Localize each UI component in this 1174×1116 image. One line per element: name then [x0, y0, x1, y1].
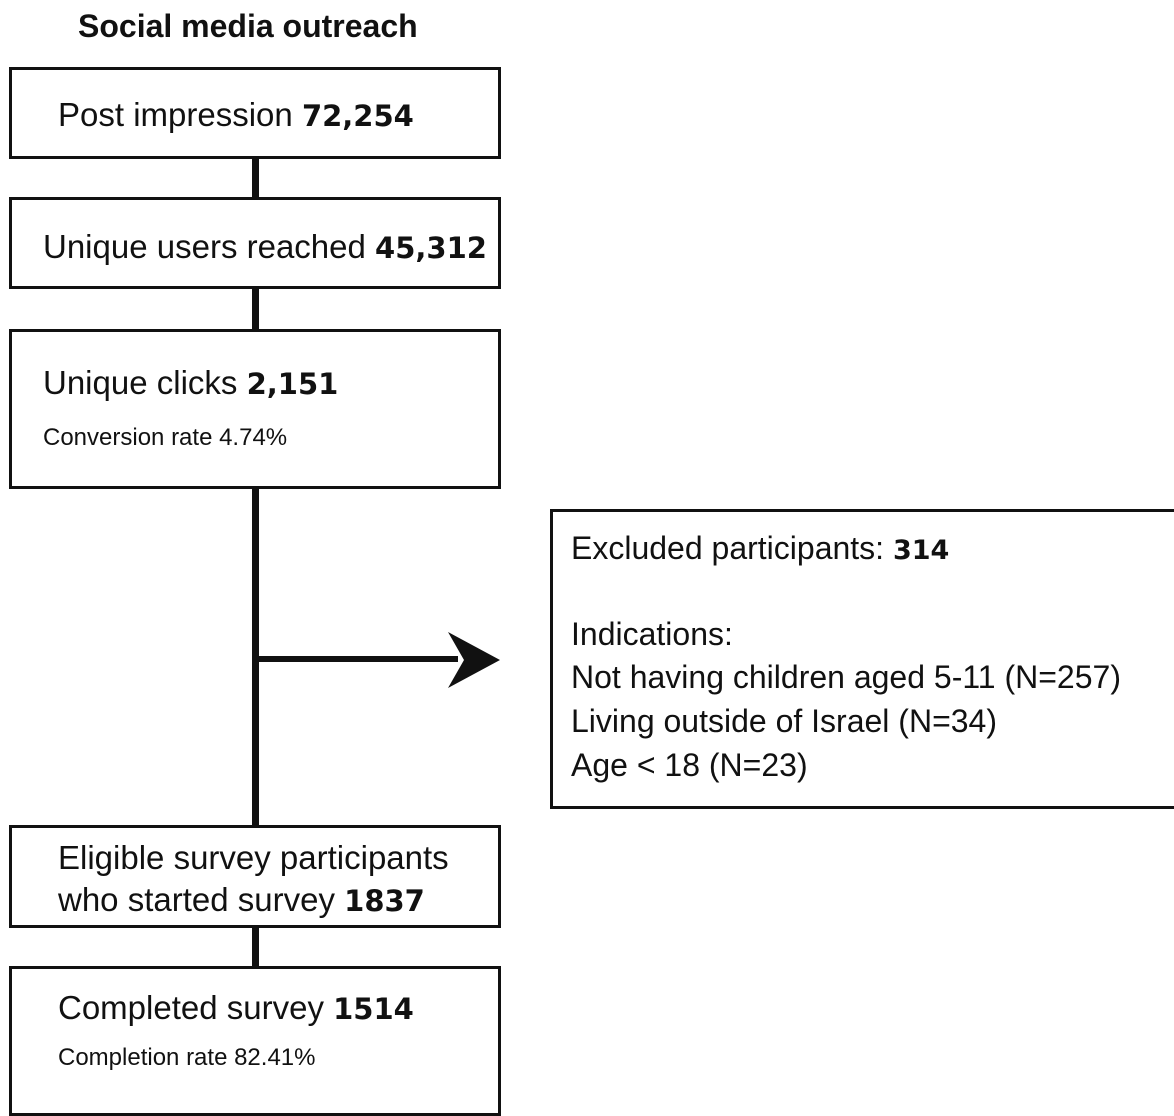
- box-unique-users-reached: Unique users reached 45,312: [9, 197, 501, 289]
- box-completed-survey: Completed survey 1514 Completion rate 82…: [9, 966, 501, 1116]
- box-unique-clicks: Unique clicks 2,151 Conversion rate 4.74…: [9, 329, 501, 489]
- connector-eligible-completed: [252, 926, 259, 968]
- box-eligible-participants: Eligible survey participants who started…: [9, 825, 501, 928]
- post-impression-label: Post impression: [58, 96, 293, 133]
- post-impression-text: Post impression 72,254: [58, 96, 414, 134]
- completed-survey-value: 1514: [333, 992, 414, 1026]
- diagram-title: Social media outreach: [78, 8, 418, 44]
- unique-users-reached-value: 45,312: [375, 231, 487, 265]
- exclusion-reason-outside-israel: Living outside of Israel (N=34): [571, 703, 997, 739]
- exclusion-branch-line: [258, 656, 458, 662]
- eligible-participants-line2: who started survey 1837: [58, 881, 425, 919]
- unique-clicks-label: Unique clicks: [43, 364, 238, 401]
- post-impression-value: 72,254: [301, 99, 414, 133]
- completion-rate-text: Completion rate 82.41%: [58, 1044, 316, 1071]
- eligible-participants-label: who started survey: [58, 881, 335, 918]
- exclusion-arrowhead: [448, 632, 500, 688]
- eligible-participants-value: 1837: [344, 884, 425, 918]
- exclusion-reason-children: Not having children aged 5-11 (N=257): [571, 659, 1121, 695]
- eligible-participants-line1: Eligible survey participants: [58, 839, 449, 876]
- excluded-participants-value: 314: [892, 535, 950, 566]
- connector-impressions-reached: [252, 157, 259, 199]
- completed-survey-label: Completed survey: [58, 989, 324, 1026]
- indications-heading: Indications:: [571, 616, 733, 652]
- exclusion-reason-age: Age < 18 (N=23): [571, 747, 808, 783]
- excluded-participants-label: Excluded participants:: [571, 530, 885, 566]
- unique-users-reached-text: Unique users reached 45,312: [43, 228, 487, 266]
- connector-clicks-eligible: [252, 487, 259, 827]
- unique-clicks-value: 2,151: [246, 367, 339, 401]
- excluded-participants-text: Excluded participants: 314: [571, 530, 949, 567]
- connector-reached-clicks: [252, 287, 259, 331]
- box-post-impression: Post impression 72,254: [9, 67, 501, 159]
- unique-users-reached-label: Unique users reached: [43, 228, 366, 265]
- unique-clicks-text: Unique clicks 2,151: [43, 364, 338, 402]
- box-excluded-participants: Excluded participants: 314 Indications: …: [550, 509, 1174, 809]
- completed-survey-text: Completed survey 1514: [58, 989, 414, 1027]
- conversion-rate-text: Conversion rate 4.74%: [43, 424, 288, 451]
